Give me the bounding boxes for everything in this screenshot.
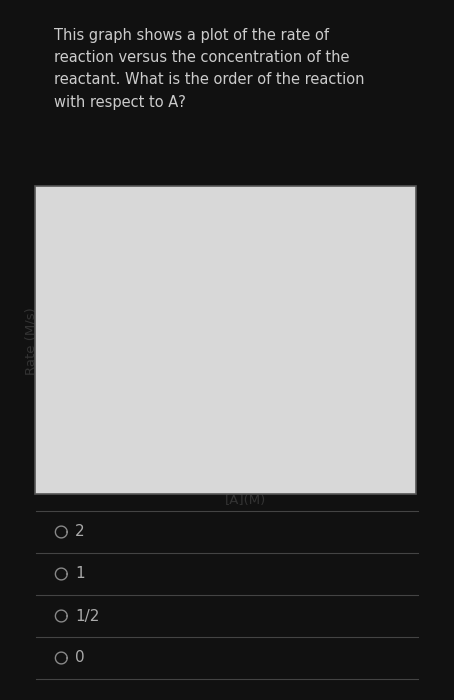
Text: 0: 0 [75, 650, 84, 666]
X-axis label: [A](M): [A](M) [225, 494, 266, 508]
Text: This graph shows a plot of the rate of
reaction versus the concentration of the
: This graph shows a plot of the rate of r… [54, 28, 365, 110]
Text: 1/2: 1/2 [75, 608, 99, 624]
Text: 1: 1 [75, 566, 84, 582]
Y-axis label: Rate (M/s): Rate (M/s) [25, 307, 38, 375]
Text: 2: 2 [75, 524, 84, 540]
